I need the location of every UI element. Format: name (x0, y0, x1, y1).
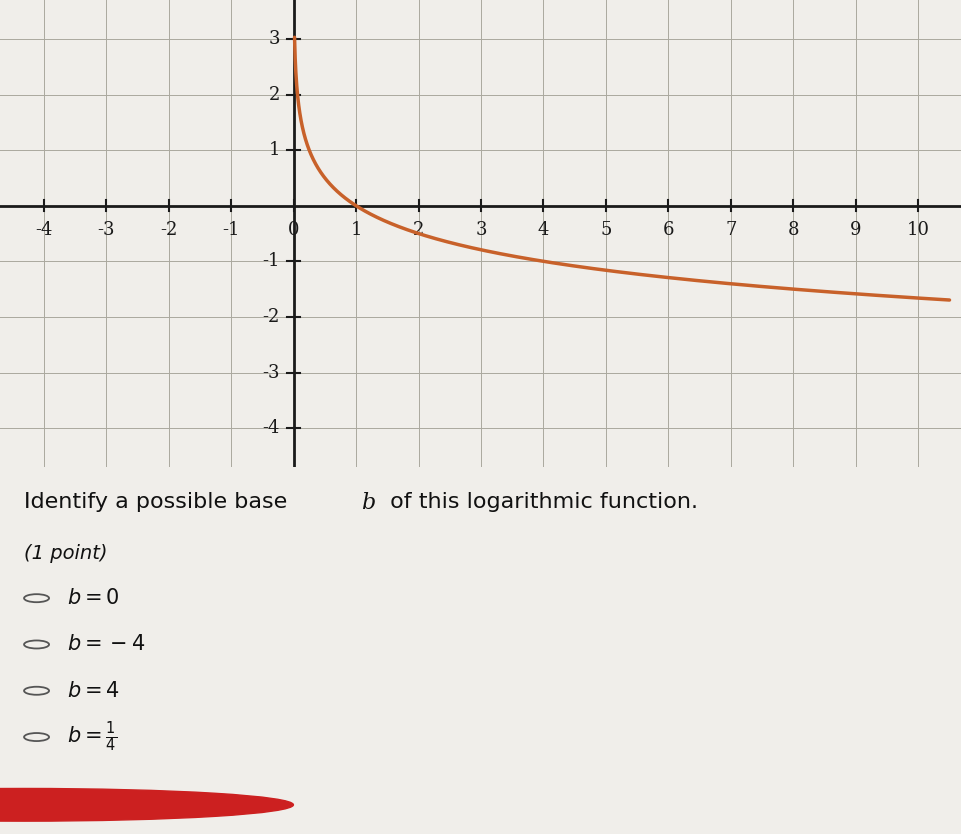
Text: 3: 3 (268, 30, 280, 48)
Circle shape (0, 788, 293, 821)
Text: 4: 4 (537, 221, 549, 239)
Text: 1: 1 (350, 221, 361, 239)
Text: Identify a possible base: Identify a possible base (24, 492, 294, 512)
Text: -2: -2 (160, 221, 177, 239)
Text: 0: 0 (287, 221, 299, 239)
Text: Reply: Reply (62, 796, 119, 814)
Text: $b = \frac{1}{4}$: $b = \frac{1}{4}$ (67, 720, 117, 754)
Text: -4: -4 (35, 221, 52, 239)
Text: -3: -3 (97, 221, 114, 239)
Text: -3: -3 (262, 364, 280, 381)
Text: 7: 7 (725, 221, 736, 239)
Text: 2: 2 (268, 86, 280, 103)
Text: $b = 0$: $b = 0$ (67, 588, 120, 608)
Text: $b = -4$: $b = -4$ (67, 635, 146, 655)
Text: $b = 4$: $b = 4$ (67, 681, 120, 701)
Text: 3: 3 (475, 221, 486, 239)
Text: 8: 8 (787, 221, 799, 239)
Text: 5: 5 (600, 221, 611, 239)
Text: (1 point): (1 point) (24, 545, 108, 563)
Text: of this logarithmic function.: of this logarithmic function. (382, 492, 697, 512)
Text: -2: -2 (262, 308, 280, 326)
Text: -1: -1 (222, 221, 239, 239)
Text: 10: 10 (906, 221, 928, 239)
Text: 2: 2 (412, 221, 424, 239)
Text: -1: -1 (262, 253, 280, 270)
Text: -4: -4 (262, 420, 280, 437)
Text: 9: 9 (850, 221, 861, 239)
Text: b: b (360, 492, 375, 514)
Text: 1: 1 (268, 141, 280, 159)
Text: 6: 6 (662, 221, 674, 239)
